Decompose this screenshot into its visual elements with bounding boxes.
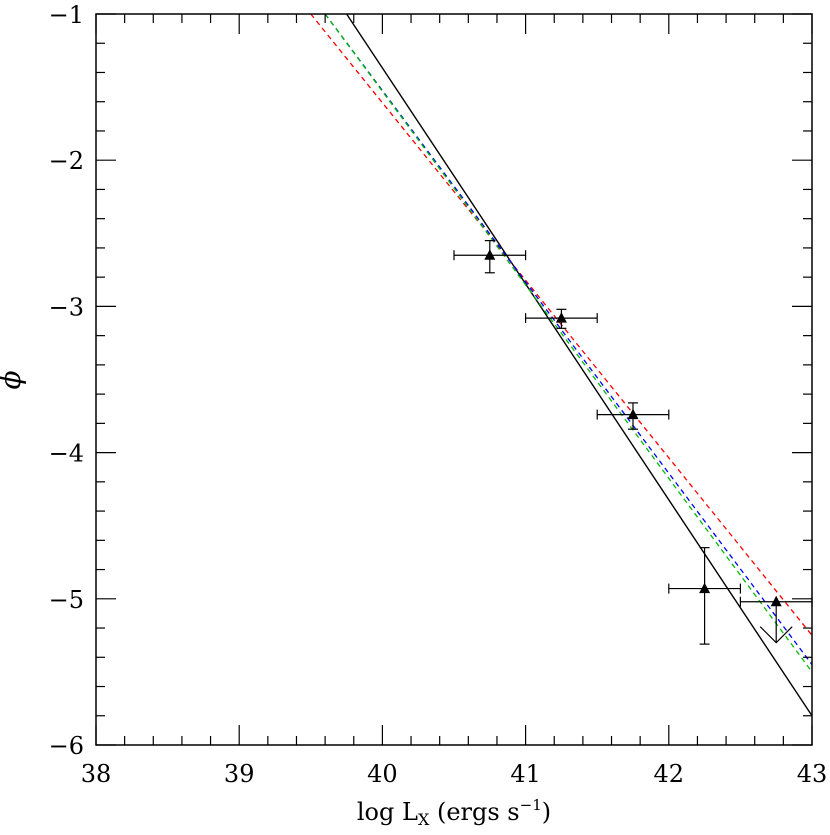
data-point-3 bbox=[596, 402, 670, 430]
x-tick-label: 39 bbox=[224, 760, 255, 788]
triangle-marker bbox=[627, 408, 639, 420]
y-tick-label: −6 bbox=[49, 732, 84, 760]
x-tick-label: 40 bbox=[367, 760, 398, 788]
axis-ticks: 38 39 40 41 42 43 −6 −5 −4 −3 −2 −1 bbox=[49, 1, 828, 788]
y-axis-label: ϕ bbox=[0, 370, 27, 389]
data-point-1 bbox=[453, 240, 527, 274]
x-axis-label: log LX (ergs s−1) bbox=[357, 796, 551, 829]
triangle-marker bbox=[770, 595, 782, 607]
fit-line-3 bbox=[324, 13, 813, 665]
y-tick-label: −1 bbox=[49, 1, 84, 29]
x-tick-label: 43 bbox=[797, 760, 828, 788]
y-tick-label: −3 bbox=[49, 293, 84, 321]
y-tick-label: −5 bbox=[49, 586, 84, 614]
data-point-5 bbox=[739, 595, 813, 644]
upper-limit-arrow bbox=[759, 626, 793, 644]
fit-line-4 bbox=[324, 13, 813, 673]
plot-content bbox=[310, 13, 813, 717]
triangle-marker bbox=[699, 582, 711, 594]
x-tick-label: 42 bbox=[654, 760, 685, 788]
data-point-2 bbox=[524, 308, 598, 329]
x-tick-label: 38 bbox=[81, 760, 112, 788]
plot-frame bbox=[95, 13, 813, 746]
y-tick-label: −4 bbox=[49, 440, 84, 468]
triangle-marker bbox=[555, 312, 567, 323]
y-tick-label: −2 bbox=[49, 147, 84, 175]
x-tick-label: 41 bbox=[510, 760, 541, 788]
triangle-marker bbox=[484, 249, 496, 260]
fit-line-1 bbox=[346, 13, 813, 717]
data-point-4 bbox=[668, 547, 742, 645]
